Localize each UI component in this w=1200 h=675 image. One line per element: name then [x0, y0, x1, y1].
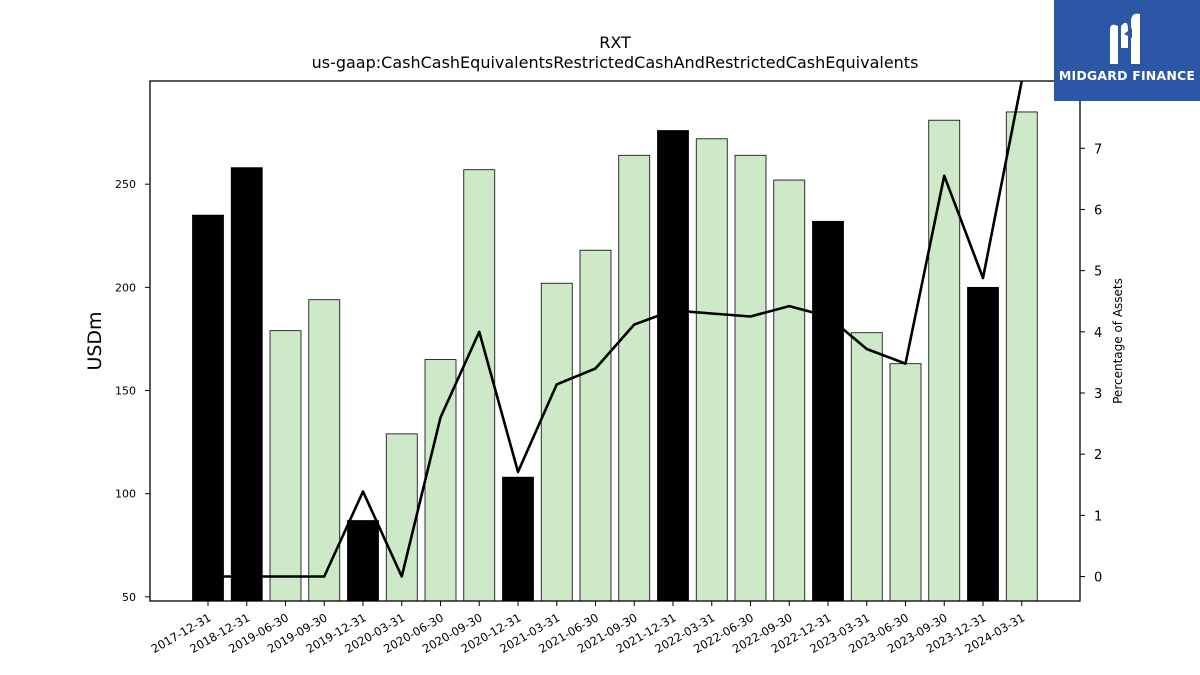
logo-text: MIDGARD FINANCE [1058, 68, 1196, 83]
bar [192, 214, 224, 602]
y-tick-label: 250 [115, 178, 136, 191]
y2-tick-label: 5 [1094, 265, 1102, 280]
y-tick-label: 150 [115, 385, 136, 398]
bar [424, 359, 457, 602]
bar [269, 330, 302, 602]
bar [928, 119, 961, 602]
chart-subtitle: us-gaap:CashCashEquivalentsRestrictedCas… [312, 53, 919, 72]
bar [773, 179, 806, 602]
y-tick-label: 100 [115, 488, 136, 501]
bar [812, 220, 844, 602]
y2-tick-label: 7 [1094, 142, 1102, 157]
bar [502, 476, 534, 602]
bar [579, 249, 612, 602]
plot-frame [149, 80, 1081, 602]
y2-tick-label: 3 [1094, 387, 1102, 402]
bars-layer [192, 111, 1038, 602]
logo-mark-icon [1110, 13, 1140, 65]
bar [463, 169, 496, 602]
bar [1005, 111, 1038, 602]
y2-tick-label: 4 [1094, 326, 1102, 341]
bar [734, 154, 767, 602]
bar [967, 286, 999, 602]
bar [230, 167, 263, 602]
bar [695, 138, 728, 602]
y-axis-label: USDm [84, 311, 106, 370]
bar [657, 130, 689, 602]
chart-title: RXT [599, 33, 631, 52]
y2-tick-label: 1 [1094, 509, 1102, 524]
y-tick-label: 200 [115, 281, 136, 294]
y2-tick-label: 6 [1094, 203, 1102, 218]
bar [850, 332, 883, 602]
bar [540, 282, 573, 602]
brand-logo: MIDGARD FINANCE [1054, 0, 1200, 101]
bar [618, 154, 651, 602]
percentage-line [208, 80, 1024, 578]
y2-tick-label: 2 [1094, 448, 1102, 463]
bar [347, 520, 379, 602]
y-tick-label: 50 [122, 591, 136, 604]
bar [889, 363, 922, 602]
y2-tick-label: 0 [1094, 571, 1102, 586]
y2-axis-label: Percentage of Assets [1111, 278, 1125, 404]
